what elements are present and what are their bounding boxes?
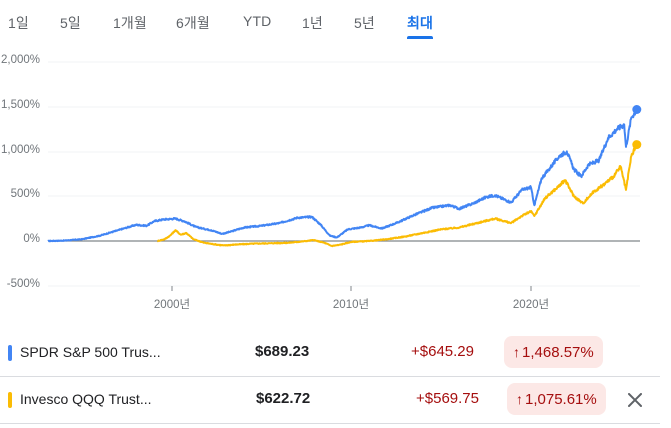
security-name: SPDR S&P 500 Trus... [20, 344, 161, 360]
x-axis-label: 2010년 [332, 299, 370, 311]
tab-7[interactable]: 최대 [407, 15, 433, 39]
security-name: Invesco QQQ Trust... [20, 391, 152, 407]
y-axis-label: 1,000% [0, 144, 40, 156]
y-axis-label: 0% [23, 233, 40, 245]
price: $689.23 [255, 343, 310, 360]
chart-plot [47, 61, 642, 291]
arrow-up-icon: ↑ [516, 391, 523, 407]
y-axis-label: 500% [10, 188, 40, 200]
close-icon [628, 393, 642, 407]
series-line-1 [156, 142, 638, 248]
price: $622.72 [256, 390, 311, 407]
comparison-legend: SPDR S&P 500 Trus... $689.23 +$645.29 ↑ 1,46… [0, 330, 660, 424]
x-axis-label: 2020년 [512, 299, 550, 311]
remove-comparison-button[interactable] [622, 387, 648, 413]
tab-3[interactable]: 6개월 [176, 15, 210, 31]
percent-change-badge: ↑ 1,468.57% [504, 336, 603, 368]
legend-row[interactable]: Invesco QQQ Trust... $622.72 +$569.75 ↑ 1,07… [0, 377, 660, 424]
tab-5[interactable]: 1년 [302, 15, 323, 31]
percent-change-value: 1,468.57% [522, 344, 594, 361]
tab-4[interactable]: YTD [243, 13, 272, 29]
y-axis-label: 1,500% [0, 99, 40, 111]
series-color-swatch [8, 345, 12, 361]
tab-2[interactable]: 1개월 [113, 15, 147, 31]
legend-row[interactable]: SPDR S&P 500 Trus... $689.23 +$645.29 ↑ 1,46… [0, 330, 660, 377]
series-end-dot-1 [632, 140, 642, 150]
percent-change-badge: ↑ 1,075.61% [507, 383, 606, 415]
percent-change-value: 1,075.61% [525, 391, 597, 408]
series-line-0 [47, 109, 638, 243]
y-axis-label: -500% [6, 278, 40, 290]
series-end-dot-0 [632, 105, 642, 114]
tab-6[interactable]: 5년 [354, 15, 375, 31]
tab-0[interactable]: 1일 [8, 15, 29, 31]
y-axis-label: 2,000% [0, 54, 40, 66]
x-axis-label: 2000년 [153, 299, 191, 311]
time-range-tabs: 1일 5일 1개월 6개월 YTD 1년 5년 최대 [0, 0, 671, 40]
comparison-chart: 2,000% 1,500% 1,000% 500% 0% -500% 2000년 2010년 2… [0, 40, 671, 330]
price-change: +$645.29 [411, 343, 474, 360]
tab-1[interactable]: 5일 [60, 15, 81, 31]
series-color-swatch [8, 392, 12, 408]
arrow-up-icon: ↑ [513, 344, 520, 360]
price-change: +$569.75 [416, 390, 479, 407]
